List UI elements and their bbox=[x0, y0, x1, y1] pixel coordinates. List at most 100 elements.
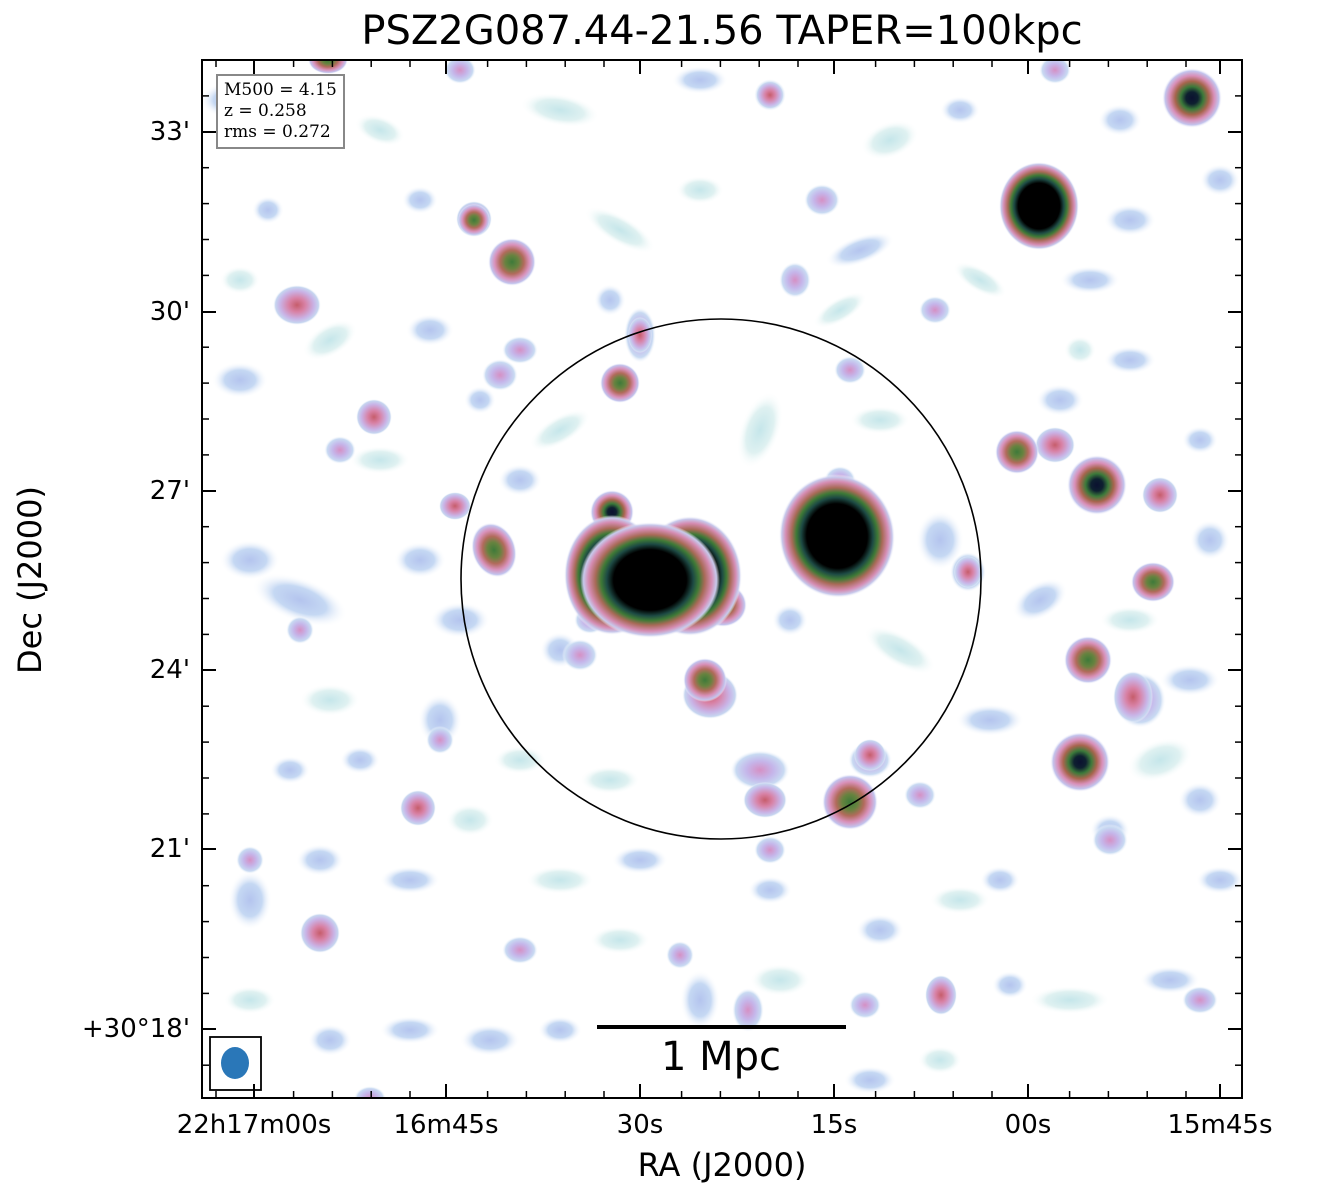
faint-emission bbox=[380, 866, 440, 894]
dark-emission bbox=[1050, 732, 1110, 792]
pink-emission bbox=[286, 616, 314, 644]
faint-emission bbox=[1140, 966, 1200, 994]
faint-emission bbox=[1100, 606, 1160, 634]
faint-emission bbox=[308, 1024, 352, 1056]
r500-circle bbox=[460, 318, 982, 840]
pink-emission bbox=[904, 781, 936, 809]
pink-emission bbox=[779, 262, 811, 298]
faint-emission bbox=[498, 464, 542, 496]
faint-emission bbox=[992, 971, 1028, 999]
faint-emission bbox=[930, 886, 990, 914]
faint-emission bbox=[1182, 426, 1218, 454]
bright-source bbox=[999, 162, 1079, 250]
pink-emission bbox=[1039, 60, 1071, 84]
faint-emission bbox=[813, 291, 867, 329]
pink-emission bbox=[666, 941, 694, 969]
faint-emission bbox=[1060, 266, 1120, 294]
faint-emission bbox=[916, 510, 964, 570]
faint-emission bbox=[252, 196, 284, 224]
x-tick-label: 15s bbox=[810, 1110, 858, 1140]
red-emission bbox=[628, 317, 652, 353]
plot-frame bbox=[201, 59, 1243, 1099]
green-emission bbox=[683, 658, 727, 702]
faint-emission bbox=[446, 804, 494, 836]
pink-emission bbox=[426, 726, 454, 754]
mass-text: M500 = 4.15 bbox=[224, 80, 337, 100]
faint-emission bbox=[224, 986, 276, 1014]
pink-emission bbox=[502, 336, 538, 364]
faint-emission bbox=[228, 870, 272, 930]
green-emission bbox=[822, 774, 878, 830]
faint-emission bbox=[584, 206, 656, 254]
pink-emission bbox=[444, 60, 476, 84]
green-emission bbox=[308, 60, 348, 74]
axis-ticks bbox=[202, 60, 1242, 1098]
faint-emission bbox=[1104, 346, 1156, 374]
x-tick-label: 16m45s bbox=[393, 1110, 499, 1140]
faint-emission bbox=[580, 766, 640, 794]
faint-emission bbox=[394, 542, 446, 578]
green-emission bbox=[471, 522, 517, 578]
faint-emission bbox=[350, 446, 410, 474]
faint-emission bbox=[212, 362, 268, 398]
faint-emission bbox=[748, 876, 792, 904]
pink-emission bbox=[804, 184, 840, 216]
faint-emission bbox=[1190, 520, 1230, 560]
faint-emission bbox=[406, 314, 454, 346]
faint-emission bbox=[1127, 737, 1193, 783]
beam-ellipse-icon bbox=[221, 1047, 249, 1079]
faint-emission bbox=[252, 573, 348, 627]
red-emission bbox=[400, 790, 436, 826]
faint-emission bbox=[672, 66, 728, 94]
faint-emission bbox=[680, 970, 720, 1030]
faint-emission bbox=[940, 96, 980, 124]
scalebar-label: 1 Mpc bbox=[660, 1034, 782, 1080]
faint-emission bbox=[590, 926, 650, 954]
y-tick-label: 33' bbox=[149, 117, 190, 147]
faint-emission bbox=[856, 914, 904, 946]
red-emission bbox=[273, 285, 321, 325]
radio-emission-map bbox=[202, 60, 1242, 1098]
pink-emission bbox=[1092, 824, 1128, 856]
faint-emission bbox=[460, 1024, 520, 1056]
faint-emission bbox=[494, 746, 546, 774]
green-emission bbox=[1131, 562, 1175, 602]
faint-emission bbox=[1200, 164, 1240, 196]
bright-source bbox=[778, 474, 896, 598]
pink-emission bbox=[754, 836, 786, 864]
faint-emission bbox=[526, 866, 594, 894]
faint-emission bbox=[220, 266, 260, 294]
green-emission bbox=[458, 204, 490, 236]
red-emission bbox=[854, 739, 886, 771]
faint-emission bbox=[464, 386, 496, 414]
faint-emission bbox=[953, 261, 1007, 299]
y-axis-label: Dec (J2000) bbox=[11, 486, 49, 674]
pink-emission bbox=[732, 988, 764, 1032]
rms-text: rms = 0.272 bbox=[224, 122, 331, 142]
red-emission bbox=[300, 913, 340, 953]
faint-emission bbox=[594, 284, 626, 316]
faint-emission bbox=[520, 92, 600, 128]
faint-emission bbox=[1012, 578, 1068, 622]
faint-emission bbox=[956, 704, 1024, 736]
pink-emission bbox=[919, 296, 951, 324]
y-tick-label: 24' bbox=[149, 655, 190, 685]
faint-emission bbox=[1196, 866, 1242, 894]
faint-emission bbox=[1064, 336, 1096, 364]
faint-emission bbox=[772, 604, 808, 636]
faint-emission bbox=[538, 1016, 582, 1044]
red-emission bbox=[954, 556, 982, 588]
faint-emission bbox=[1104, 204, 1156, 236]
y-tick-label: 27' bbox=[149, 476, 190, 506]
faint-emission bbox=[1030, 986, 1110, 1014]
faint-emission bbox=[750, 964, 810, 996]
pink-emission bbox=[834, 356, 866, 384]
y-tick-label: 21' bbox=[149, 834, 190, 864]
faint-emission bbox=[918, 1046, 962, 1074]
pink-emission bbox=[354, 1086, 386, 1098]
pink-emission bbox=[1182, 986, 1218, 1014]
pink-emission bbox=[730, 750, 790, 790]
faint-emission bbox=[355, 114, 405, 146]
faint-emission bbox=[430, 602, 490, 638]
